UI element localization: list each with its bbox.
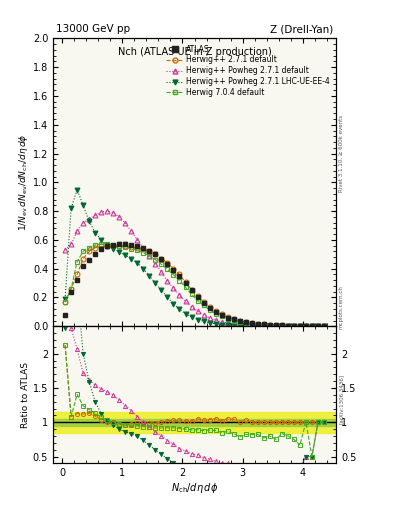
Y-axis label: $1/N_\mathrm{ev}\,dN_\mathrm{ev}/dN_\mathrm{ch}/d\eta\,d\phi$: $1/N_\mathrm{ev}\,dN_\mathrm{ev}/dN_\mat…: [17, 134, 30, 231]
Text: [arXiv:1306.3436]: [arXiv:1306.3436]: [339, 374, 344, 424]
X-axis label: $N_\mathrm{ch}/d\eta\,d\phi$: $N_\mathrm{ch}/d\eta\,d\phi$: [171, 481, 218, 495]
Legend: ATLAS, Herwig++ 2.7.1 default, Herwig++ Powheg 2.7.1 default, Herwig++ Powheg 2.: ATLAS, Herwig++ 2.7.1 default, Herwig++ …: [164, 42, 332, 99]
Text: Rivet 3.1.10, ≥ 600k events: Rivet 3.1.10, ≥ 600k events: [339, 115, 344, 192]
Y-axis label: Ratio to ATLAS: Ratio to ATLAS: [21, 362, 30, 428]
Text: 13000 GeV pp: 13000 GeV pp: [56, 24, 130, 34]
Text: mcplots.cern.ch: mcplots.cern.ch: [339, 285, 344, 329]
Text: Z (Drell-Yan): Z (Drell-Yan): [270, 24, 333, 34]
Text: Nch (ATLAS UE in Z production): Nch (ATLAS UE in Z production): [118, 47, 272, 57]
